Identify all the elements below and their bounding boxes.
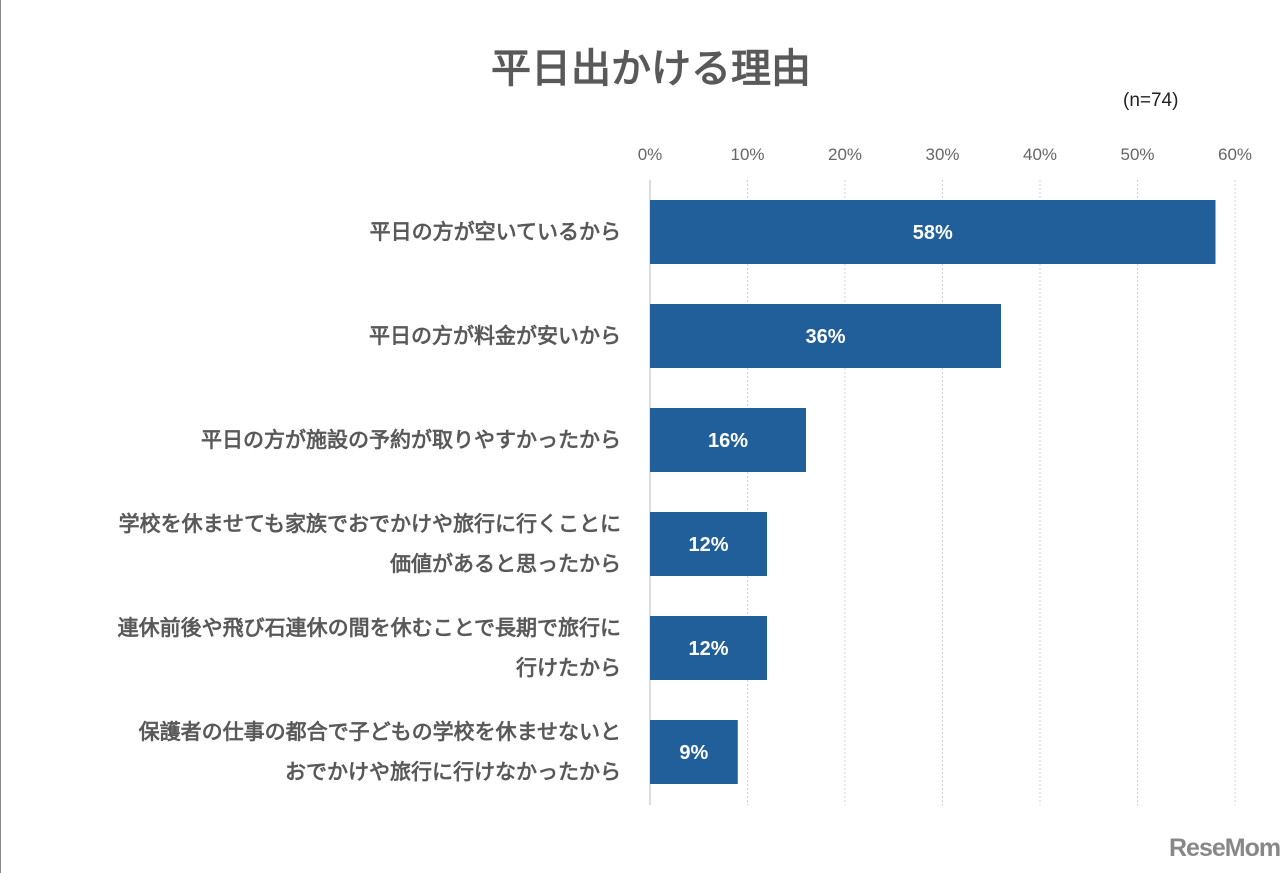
x-tick-label: 10% xyxy=(730,145,764,164)
category-label: おでかけや旅行に行けなかったから xyxy=(285,760,621,784)
data-label: 58% xyxy=(913,222,953,244)
sample-size-note: (n=74) xyxy=(1123,90,1179,111)
chart-title: 平日出かける理由 xyxy=(491,46,811,92)
resemom-logo: ReseMom xyxy=(1169,834,1280,862)
category-label: 平日の方が空いているから xyxy=(370,220,621,244)
data-label: 9% xyxy=(679,742,708,764)
data-label: 16% xyxy=(708,430,748,452)
data-label: 36% xyxy=(805,326,845,348)
bar xyxy=(650,408,806,472)
category-label: 連休前後や飛び石連休の間を休むことで長期で旅行に xyxy=(118,616,621,640)
bar xyxy=(650,304,1001,368)
x-tick-label: 50% xyxy=(1120,145,1154,164)
bar xyxy=(650,200,1216,264)
bar xyxy=(650,616,767,680)
category-label: 価値があると思ったから xyxy=(389,552,621,576)
x-tick-label: 60% xyxy=(1218,145,1252,164)
category-label: 平日の方が料金が安いから xyxy=(369,324,621,348)
data-label: 12% xyxy=(688,534,728,556)
category-label: 学校を休ませても家族でおでかけや旅行に行くことに xyxy=(119,512,621,536)
category-label: 平日の方が施設の予約が取りやすかったから xyxy=(201,428,621,452)
x-tick-label: 40% xyxy=(1023,145,1057,164)
x-tick-label: 30% xyxy=(925,145,959,164)
bar xyxy=(650,720,738,784)
x-tick-label: 0% xyxy=(638,145,663,164)
category-label: 保護者の仕事の都合で子どもの学校を休ませないと xyxy=(138,720,621,744)
data-label: 12% xyxy=(688,638,728,660)
category-label: 行けたから xyxy=(515,656,621,680)
x-tick-label: 20% xyxy=(828,145,862,164)
bar xyxy=(650,512,767,576)
